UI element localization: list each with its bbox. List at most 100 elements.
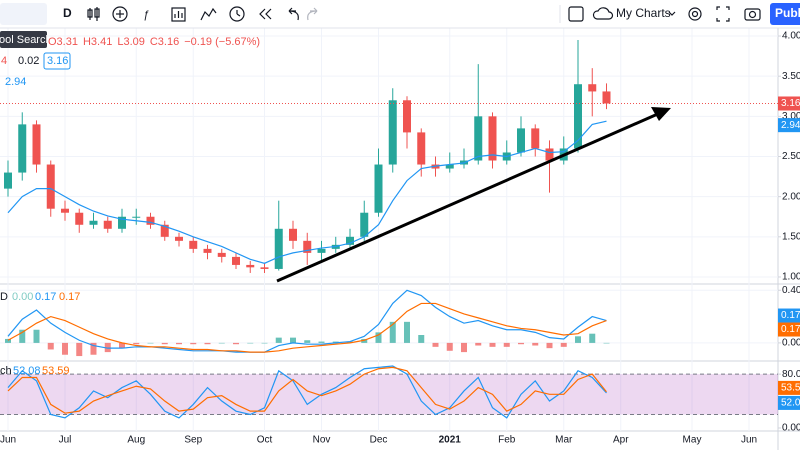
snapshot-icon[interactable]	[744, 8, 761, 21]
compare-icon[interactable]	[112, 6, 128, 22]
candle-body	[132, 216, 141, 218]
histogram-bar	[133, 342, 140, 345]
candle-body	[146, 216, 155, 225]
candle-body	[374, 164, 383, 213]
y-tick-label: 2.50	[782, 151, 800, 162]
legend-value: 0.02	[18, 55, 39, 67]
moving-average	[7, 120, 607, 264]
layout-icon[interactable]	[568, 6, 584, 22]
histogram-bar	[33, 329, 40, 343]
publish-button[interactable]	[770, 3, 800, 25]
candle-body	[303, 240, 312, 253]
histogram-bar	[560, 342, 567, 347]
macd-legend: 0.17	[59, 291, 80, 303]
stoch-legend: 53.59	[42, 365, 70, 377]
histogram-bar	[446, 342, 453, 351]
histogram-bar	[404, 321, 410, 343]
candle-body	[289, 228, 297, 241]
undo-icon[interactable]	[288, 7, 299, 21]
cloud-icon[interactable]	[592, 7, 614, 20]
legend-value: 3.16	[47, 55, 68, 67]
histogram-bar	[475, 342, 482, 346]
candle-body	[89, 220, 98, 225]
y-tick-label: 0.00	[782, 338, 800, 349]
histogram-bar	[290, 337, 296, 343]
x-tick-label: Sep	[184, 435, 202, 446]
pane-label: D	[0, 291, 8, 303]
toolbar: D ƒ My Charts Publi	[0, 0, 800, 29]
symbol-search-box[interactable]	[0, 3, 47, 25]
y-tick-label: 3.00	[782, 111, 800, 122]
histogram-bar	[261, 342, 268, 344]
candle-body	[246, 264, 255, 268]
histogram-bar	[76, 342, 83, 357]
price-tag-label: 53.59	[781, 383, 800, 394]
histogram-bar	[432, 342, 439, 347]
legend-box	[43, 52, 71, 70]
x-tick-label: Jul	[59, 435, 72, 446]
y-tick-label: 1.50	[782, 231, 800, 242]
settings-icon[interactable]	[688, 7, 702, 21]
candle-body	[517, 128, 525, 153]
histogram-bar	[204, 342, 211, 345]
financials-icon[interactable]	[171, 7, 186, 22]
price-tag	[778, 380, 800, 395]
macd-legend: 0.00	[12, 291, 33, 303]
histogram-bar	[503, 342, 510, 347]
ohlc-legend: H3.41	[83, 36, 112, 48]
candle-body	[588, 84, 597, 92]
redo-icon[interactable]	[307, 7, 318, 21]
x-tick-label: Dec	[370, 435, 388, 446]
interval-button[interactable]: D	[63, 6, 72, 20]
histogram-bar	[247, 342, 254, 344]
histogram-bar	[361, 338, 368, 343]
candle-body	[388, 100, 397, 165]
publish-label[interactable]: Publi	[775, 6, 800, 20]
histogram-bar	[418, 335, 425, 343]
alert-icon[interactable]	[229, 6, 245, 22]
candle-body	[75, 212, 84, 225]
dropdown-icon[interactable]	[668, 11, 676, 16]
histogram-bar	[304, 340, 311, 343]
histogram-bar	[589, 333, 596, 343]
ohlc-legend: L3.09	[117, 36, 145, 48]
templates-icon[interactable]	[200, 7, 217, 21]
histogram-bar	[489, 342, 496, 347]
ohlc-legend: O3.31	[48, 36, 78, 48]
my-charts-button[interactable]: My Charts	[616, 6, 671, 20]
price-tag-label: 2.94	[781, 120, 800, 131]
fullscreen-icon[interactable]	[716, 6, 730, 22]
histogram-bar	[119, 342, 125, 349]
candle-body	[18, 124, 27, 173]
candle-body	[46, 164, 55, 209]
toolbar-icons: ƒ	[87, 6, 761, 22]
y-tick-label: 2.00	[782, 191, 800, 202]
y-tick-label: 0.00	[782, 423, 800, 434]
candle-body	[61, 208, 69, 213]
candle-body	[360, 212, 369, 237]
histogram-bar	[190, 342, 197, 345]
bars-style-icon[interactable]	[87, 7, 100, 21]
x-tick-label: Apr	[613, 435, 629, 446]
x-tick-label: Jun	[0, 435, 16, 446]
x-tick-label: Feb	[498, 435, 516, 446]
indicators-icon[interactable]: ƒ	[143, 9, 149, 21]
price-tag-label: 0.17	[781, 324, 800, 335]
x-tick-label: Mar	[555, 435, 573, 446]
stoch-k-line	[7, 365, 607, 419]
candle-body	[417, 132, 426, 165]
candle-body	[474, 116, 483, 161]
histogram-bar	[90, 342, 97, 355]
x-tick-label: May	[683, 435, 702, 446]
price-tag-label: 3.16	[781, 98, 800, 109]
replay-icon[interactable]	[259, 8, 266, 20]
candle-body	[32, 124, 41, 165]
legend-value: 4	[1, 55, 7, 67]
candle-body	[403, 100, 411, 133]
candle-body	[260, 267, 269, 269]
histogram-bar	[318, 341, 325, 343]
price-tag	[778, 118, 800, 133]
histogram-bar	[375, 332, 382, 343]
macd-line	[7, 289, 607, 353]
